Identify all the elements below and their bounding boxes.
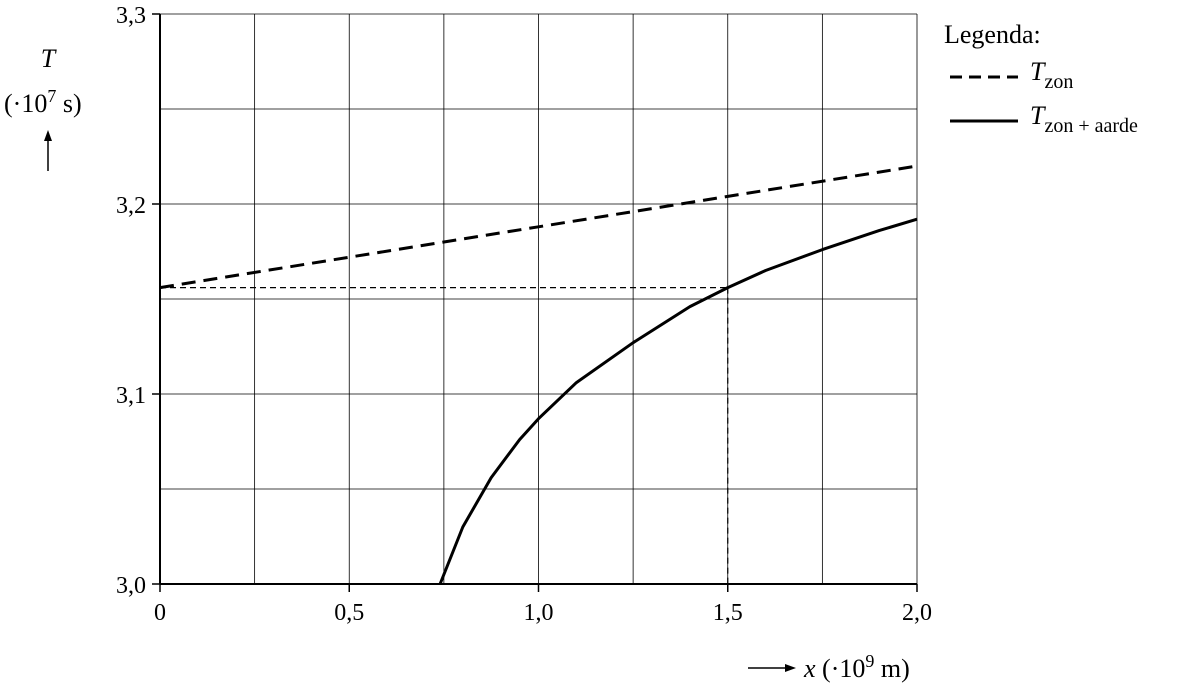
y-axis-unit: (·107 s): [4, 86, 82, 118]
x-tick-label: 1,0: [524, 600, 554, 626]
series-line-zon: [159, 164, 918, 290]
y-tick-label: 3,1: [116, 383, 146, 409]
y-tick-label: 3,2: [116, 193, 146, 219]
y-axis-symbol: T: [41, 44, 57, 73]
y-axis-arrow-icon: [44, 130, 52, 171]
x-axis-label: x (·109 m): [803, 651, 910, 683]
series-line-zon-aarde: [438, 217, 918, 585]
grid: [159, 13, 918, 585]
reference-lines: [160, 287, 729, 584]
tick-labels: 0 0,5 1,0 1,5 2,0 3,0 3,1 3,2 3,3: [116, 3, 932, 626]
legend-label-zon: Tzon: [1030, 57, 1073, 93]
legend-label-zon-aarde: Tzon + aarde: [1030, 101, 1138, 137]
x-tick-label: 1,5: [713, 600, 743, 626]
x-axis-title: x (·109 m): [748, 651, 910, 683]
y-tick-label: 3,3: [116, 3, 146, 29]
y-tick-label: 3,0: [116, 573, 146, 599]
x-tick-label: 0: [154, 600, 166, 626]
x-tick-label: 2,0: [902, 600, 932, 626]
legend: Legenda: Tzon Tzon + aarde: [944, 20, 1138, 137]
x-axis-arrow-icon: [748, 664, 796, 672]
series-lines: [159, 164, 918, 585]
y-axis-title: T (·107 s): [4, 44, 82, 171]
x-tick-label: 0,5: [334, 600, 364, 626]
legend-title: Legenda:: [944, 20, 1041, 49]
